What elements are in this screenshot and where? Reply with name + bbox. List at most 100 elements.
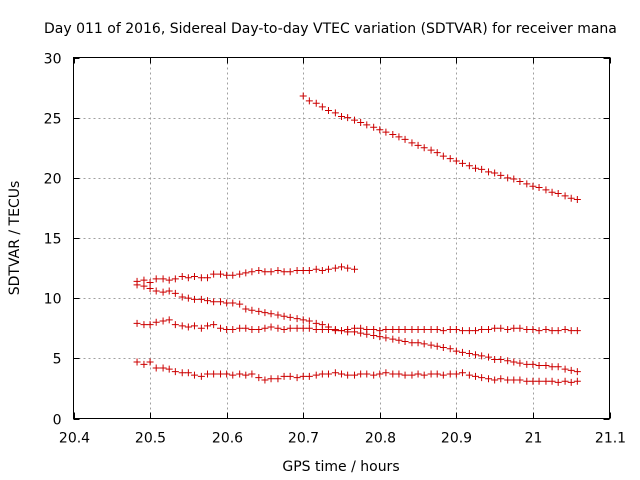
data-point <box>478 165 486 173</box>
data-point <box>382 369 390 377</box>
data-point <box>370 331 378 339</box>
data-point <box>414 325 422 333</box>
data-point <box>133 358 141 366</box>
data-point <box>504 376 512 384</box>
data-point <box>485 168 493 176</box>
data-point <box>312 319 320 327</box>
data-point <box>267 310 275 318</box>
data-point <box>542 325 550 333</box>
data-point <box>146 279 154 287</box>
data-point <box>420 371 428 379</box>
data-point <box>510 376 518 384</box>
data-point <box>382 128 390 136</box>
data-point <box>159 275 167 283</box>
data-point <box>293 374 301 382</box>
data-point <box>305 324 313 332</box>
data-point <box>351 116 359 124</box>
data-point <box>248 370 256 378</box>
data-point <box>248 325 256 333</box>
data-point <box>535 362 543 370</box>
data-point <box>401 337 409 345</box>
data-point <box>491 376 499 384</box>
data-point <box>548 363 556 371</box>
data-point <box>255 307 263 315</box>
data-point <box>389 335 397 343</box>
data-point <box>344 371 352 379</box>
data-point <box>197 372 205 380</box>
x-tick-label: 20.8 <box>365 431 396 447</box>
series-satellite-b <box>133 263 359 287</box>
data-point <box>140 360 148 368</box>
data-point <box>140 276 148 284</box>
data-point <box>439 344 447 352</box>
data-point <box>433 325 441 333</box>
data-point <box>140 321 148 329</box>
data-point <box>535 327 543 335</box>
data-point <box>280 268 288 276</box>
data-point <box>274 375 282 383</box>
data-point <box>529 360 537 368</box>
data-point <box>357 370 365 378</box>
data-point <box>370 123 378 131</box>
data-point <box>382 325 390 333</box>
data-point <box>401 325 409 333</box>
data-point <box>478 325 486 333</box>
data-point <box>542 186 550 194</box>
data-point <box>331 369 339 377</box>
data-point <box>561 365 569 373</box>
data-point <box>452 347 460 355</box>
x-tick-label: 20.4 <box>59 431 90 447</box>
y-tick-label: 0 <box>53 413 62 429</box>
data-point <box>178 322 186 330</box>
data-point <box>446 370 454 378</box>
data-point <box>223 370 231 378</box>
data-point <box>236 270 244 278</box>
data-point <box>561 377 569 385</box>
data-point <box>414 339 422 347</box>
data-point <box>146 285 154 293</box>
data-point <box>452 157 460 165</box>
plot-frame <box>73 57 610 419</box>
data-point <box>197 274 205 282</box>
data-point <box>395 133 403 141</box>
data-point <box>255 266 263 274</box>
data-point <box>567 378 575 386</box>
data-point <box>497 324 505 332</box>
data-point <box>567 327 575 335</box>
data-point <box>554 363 562 371</box>
data-point <box>305 317 313 325</box>
y-tick-label: 20 <box>44 172 62 188</box>
data-point <box>452 370 460 378</box>
data-point <box>217 324 225 332</box>
data-point <box>485 325 493 333</box>
data-point <box>491 356 499 364</box>
x-tick-label: 20.9 <box>441 431 472 447</box>
data-point <box>554 189 562 197</box>
data-point <box>573 377 581 385</box>
data-point <box>427 146 435 154</box>
data-point <box>351 371 359 379</box>
data-point <box>357 118 365 126</box>
data-point <box>190 273 198 281</box>
data-point <box>165 276 173 284</box>
data-point <box>242 305 250 313</box>
data-point <box>439 152 447 160</box>
data-point <box>223 299 231 307</box>
data-point <box>324 325 332 333</box>
data-point <box>529 182 537 190</box>
data-point <box>217 370 225 378</box>
data-point <box>458 348 466 356</box>
data-point <box>217 270 225 278</box>
x-tick-label: 20.5 <box>135 431 166 447</box>
data-point <box>351 324 359 332</box>
data-point <box>351 265 359 273</box>
data-point <box>446 155 454 163</box>
data-point <box>452 325 460 333</box>
data-point <box>274 324 282 332</box>
data-point <box>331 109 339 117</box>
data-point <box>178 293 186 301</box>
data-point <box>344 114 352 122</box>
data-point <box>376 333 384 341</box>
data-point <box>305 372 313 380</box>
data-point <box>420 144 428 152</box>
